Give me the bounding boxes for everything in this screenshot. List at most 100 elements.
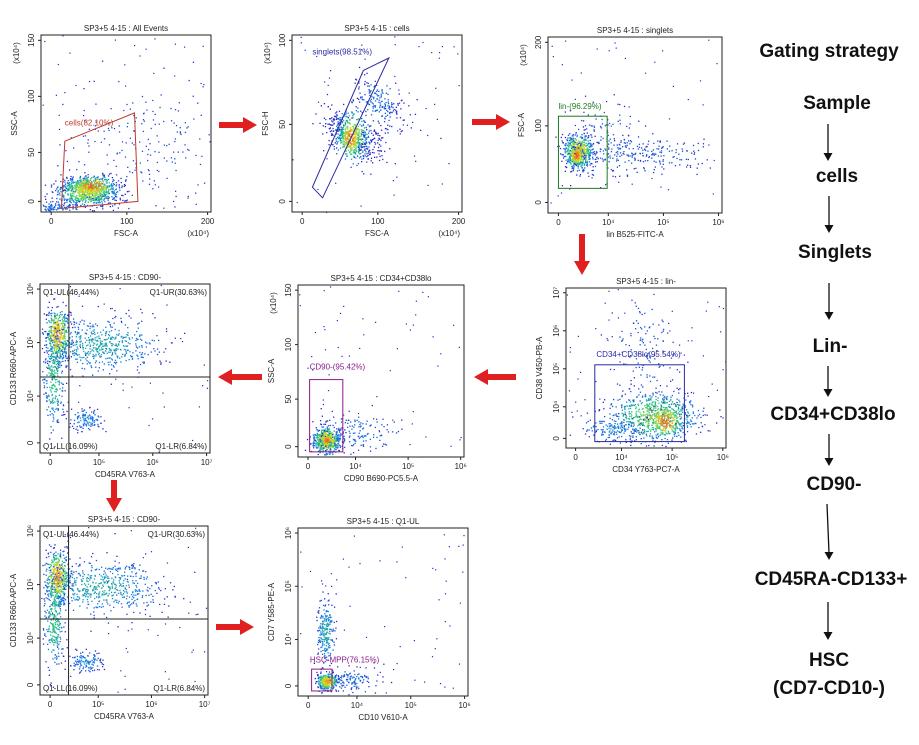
event-dot xyxy=(619,175,621,177)
event-dot xyxy=(78,201,80,203)
event-dot xyxy=(335,117,338,119)
event-dot xyxy=(382,158,384,161)
event-dot xyxy=(335,138,337,140)
event-dot xyxy=(668,400,671,402)
event-dot xyxy=(344,141,346,144)
event-dot xyxy=(575,156,577,158)
event-dot xyxy=(64,192,66,194)
event-dot xyxy=(694,414,696,417)
event-dot xyxy=(333,118,335,120)
event-dot xyxy=(573,143,575,145)
event-dot xyxy=(82,177,84,179)
event-dot xyxy=(365,148,367,150)
event-dot xyxy=(332,121,334,123)
event-dot xyxy=(69,186,71,188)
event-dot xyxy=(360,139,363,141)
event-dot xyxy=(603,153,605,155)
event-dot xyxy=(658,160,661,162)
event-dot xyxy=(129,171,131,173)
event-dot xyxy=(400,130,402,133)
event-dot xyxy=(384,132,386,134)
event-dot xyxy=(575,164,578,166)
event-dot xyxy=(115,182,118,184)
event-dot xyxy=(560,192,563,194)
event-dot xyxy=(76,186,78,189)
event-dot xyxy=(645,333,647,335)
event-dot xyxy=(342,143,344,146)
event-dot xyxy=(368,150,370,153)
event-dot xyxy=(635,407,637,410)
event-dot xyxy=(621,396,623,398)
event-dot xyxy=(377,120,379,122)
event-dot xyxy=(320,450,322,452)
event-dot xyxy=(83,192,85,194)
event-dot xyxy=(363,142,365,144)
event-dot xyxy=(572,135,574,137)
event-dot xyxy=(415,160,417,162)
event-dot xyxy=(372,110,374,112)
event-dot xyxy=(617,147,619,149)
gate-outline xyxy=(311,56,390,199)
event-dot xyxy=(380,124,382,127)
event-dot xyxy=(52,208,54,210)
event-dot xyxy=(87,186,89,188)
event-dot xyxy=(591,173,593,176)
event-dot xyxy=(577,161,579,163)
event-dot xyxy=(670,399,672,401)
event-dot xyxy=(166,145,168,147)
event-dot xyxy=(591,169,593,172)
event-dot xyxy=(315,440,317,442)
event-dot xyxy=(66,201,68,203)
event-dot xyxy=(646,145,648,148)
event-dot xyxy=(673,412,675,414)
event-dot xyxy=(316,442,318,444)
event-dot xyxy=(651,154,653,156)
event-dot xyxy=(689,423,691,426)
event-dot xyxy=(582,144,584,147)
event-dot xyxy=(662,50,664,52)
event-dot xyxy=(71,199,73,201)
event-dot xyxy=(132,160,135,162)
event-dot xyxy=(358,142,360,145)
event-dot xyxy=(582,428,584,430)
event-dot xyxy=(141,95,144,98)
event-dot xyxy=(669,367,671,369)
event-dot xyxy=(85,191,87,193)
event-dot xyxy=(350,136,352,138)
event-dot xyxy=(348,129,350,132)
event-dot xyxy=(177,110,180,112)
event-dot xyxy=(634,159,636,161)
event-dot xyxy=(119,189,121,191)
event-dot xyxy=(394,36,396,38)
event-dot xyxy=(687,395,689,397)
event-dot xyxy=(97,178,99,180)
event-dot xyxy=(365,138,367,140)
event-dot xyxy=(569,157,571,159)
event-dot xyxy=(642,149,644,151)
event-dot xyxy=(339,135,341,137)
event-dot xyxy=(661,444,663,447)
event-dot xyxy=(573,152,575,154)
event-dot xyxy=(583,153,585,155)
event-dot xyxy=(371,102,373,104)
event-dot xyxy=(663,429,665,432)
event-dot xyxy=(410,127,412,129)
event-dot xyxy=(111,127,113,129)
event-dot xyxy=(337,123,339,125)
event-dot xyxy=(565,159,567,161)
gate-label: cells(82.10%) xyxy=(65,118,114,127)
event-dot xyxy=(569,351,571,353)
event-dot xyxy=(655,413,658,415)
event-dot xyxy=(57,191,59,193)
event-dot xyxy=(654,441,656,444)
event-dot xyxy=(372,120,375,122)
event-dot xyxy=(354,139,356,141)
event-dot xyxy=(571,144,573,146)
event-dot xyxy=(361,120,363,122)
event-dot xyxy=(617,159,619,161)
event-dot xyxy=(652,394,654,396)
event-dot xyxy=(45,206,47,208)
event-dot xyxy=(580,144,582,146)
event-dot xyxy=(672,85,674,87)
event-dot xyxy=(592,148,594,150)
